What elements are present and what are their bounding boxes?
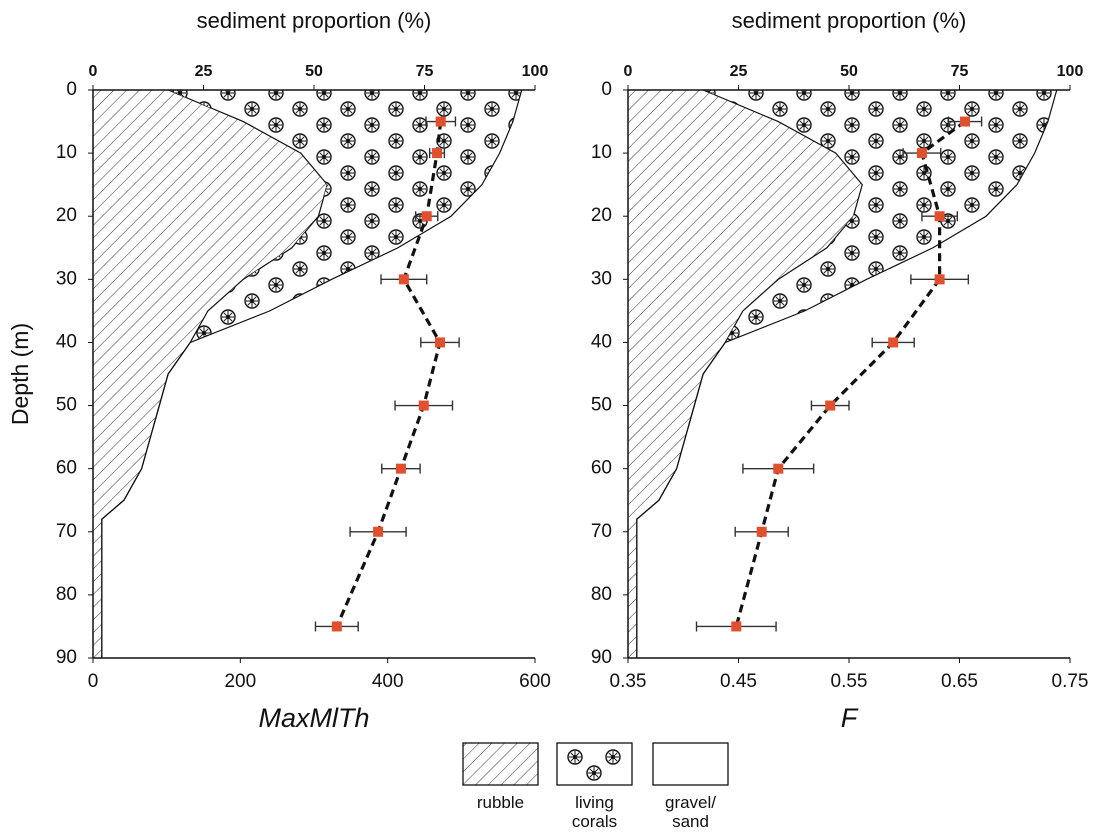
- legend-coral: [605, 749, 621, 765]
- x2-tick-label: 0: [89, 63, 98, 80]
- y-tick-label: 30: [591, 268, 612, 289]
- x-axis-title: MaxMlTh: [258, 703, 369, 733]
- y-tick-label: 90: [591, 647, 612, 668]
- data-point: [331, 621, 342, 632]
- y-tick-label: 80: [56, 584, 77, 605]
- sediment-area: [93, 90, 328, 658]
- data-point: [756, 526, 767, 537]
- y-tick-label: 20: [56, 205, 77, 226]
- x2-tick-label: 75: [951, 63, 969, 80]
- x-tick-label: 0: [88, 671, 99, 692]
- y-tick-label: 0: [601, 79, 612, 100]
- y-tick-label: 10: [591, 142, 612, 163]
- legend-label: gravel/ sand: [664, 793, 717, 831]
- y-tick-label: 80: [591, 584, 612, 605]
- x-tick-label: 0.45: [720, 671, 757, 692]
- data-point: [435, 116, 446, 127]
- y-tick-label: 50: [56, 395, 77, 416]
- x2-tick-label: 50: [305, 63, 323, 80]
- x2-tick-label: 25: [730, 63, 748, 80]
- y-tick-label: 10: [56, 142, 77, 163]
- data-point: [916, 148, 927, 159]
- y-tick-label: 90: [56, 647, 77, 668]
- x2-axis-title: sediment proportion (%): [732, 8, 967, 33]
- data-point: [731, 621, 742, 632]
- sediment-boundary: [101, 89, 523, 658]
- y-tick-label: 40: [591, 331, 612, 352]
- y-tick-label: 50: [591, 395, 612, 416]
- sediment-boundary: [636, 89, 1058, 658]
- data-point: [395, 463, 406, 474]
- x-tick-label: 600: [519, 671, 551, 692]
- y-tick-label: 20: [591, 205, 612, 226]
- data-point: [773, 463, 784, 474]
- y-tick-label: 0: [66, 79, 77, 100]
- x2-tick-label: 0: [624, 63, 633, 80]
- x-tick-label: 0.75: [1052, 671, 1089, 692]
- y-tick-label: 70: [591, 521, 612, 542]
- data-point: [418, 400, 429, 411]
- x2-tick-label: 100: [522, 63, 549, 80]
- legend-label: living corals: [571, 793, 618, 831]
- x-tick-label: 0.35: [610, 671, 647, 692]
- data-point: [934, 211, 945, 222]
- data-point: [421, 211, 432, 222]
- y-tick-label: 40: [56, 331, 77, 352]
- y-tick-label: 70: [56, 521, 77, 542]
- x2-tick-label: 50: [840, 63, 858, 80]
- data-point: [432, 148, 443, 159]
- legend-label: rubble: [476, 793, 525, 812]
- y-tick-label: 30: [56, 268, 77, 289]
- sediment-area: [636, 90, 1057, 658]
- x2-axis-title: sediment proportion (%): [197, 8, 432, 33]
- legend-swatch: [652, 742, 729, 786]
- data-point: [960, 116, 971, 127]
- data-point: [434, 337, 445, 348]
- x2-tick-label: 100: [1057, 63, 1084, 80]
- data-point: [888, 337, 899, 348]
- data-point: [934, 274, 945, 285]
- x2-tick-label: 75: [416, 63, 434, 80]
- x-axis-title: F: [841, 703, 859, 733]
- data-point: [398, 274, 409, 285]
- y-tick-label: 60: [56, 458, 77, 479]
- legend-coral: [586, 765, 602, 781]
- data-point: [825, 400, 836, 411]
- x2-tick-label: 25: [195, 63, 213, 80]
- y-axis-title: Depth (m): [7, 323, 33, 425]
- data-point: [373, 526, 384, 537]
- x-tick-label: 400: [372, 671, 404, 692]
- legend-coral: [567, 749, 583, 765]
- sediment-area: [628, 90, 863, 658]
- x-tick-label: 0.55: [831, 671, 868, 692]
- legend-swatch: [462, 742, 539, 786]
- y-tick-label: 60: [591, 458, 612, 479]
- x-tick-label: 200: [224, 671, 256, 692]
- x-tick-label: 0.65: [941, 671, 978, 692]
- sediment-area: [101, 90, 522, 658]
